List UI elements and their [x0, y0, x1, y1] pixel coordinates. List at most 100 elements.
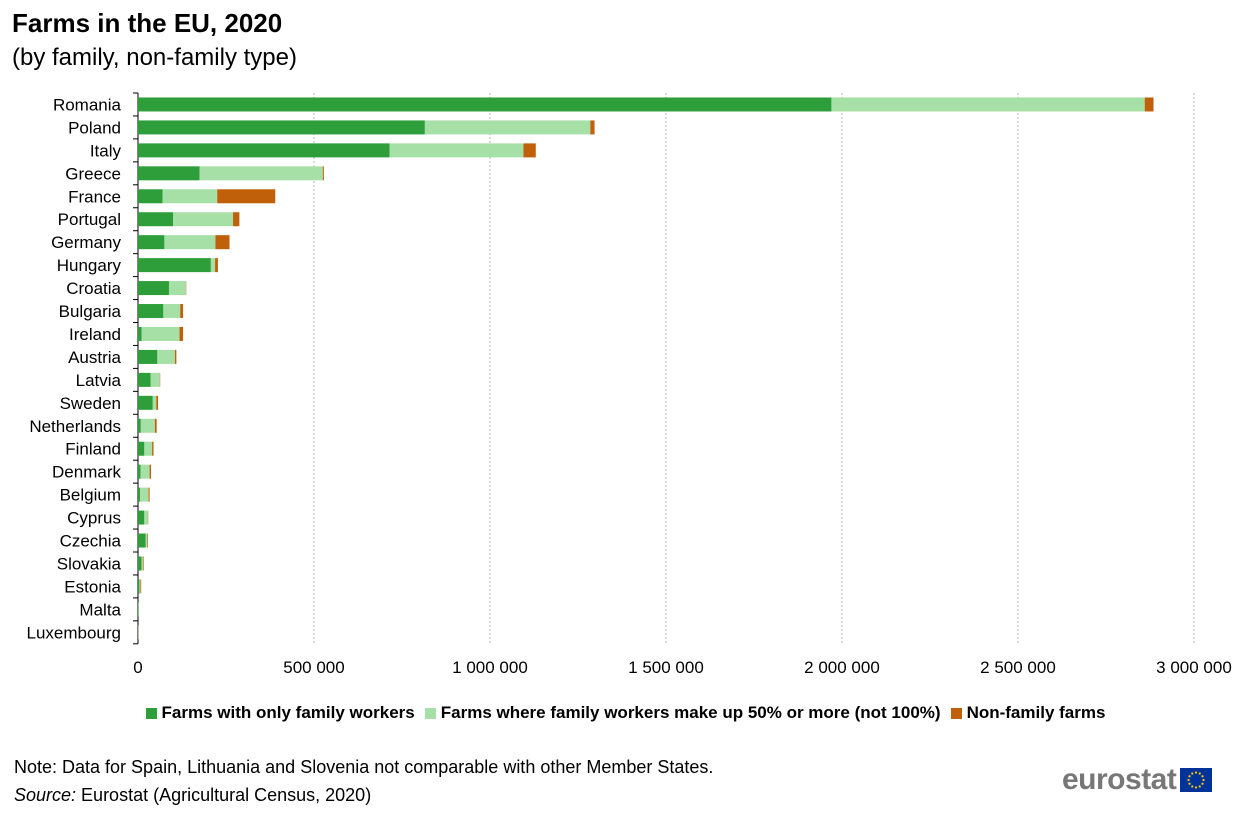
- bar-segment: [154, 418, 157, 433]
- flag-star: [1187, 778, 1190, 782]
- flag-star: [1195, 771, 1198, 774]
- category-label: Estonia: [64, 577, 121, 596]
- bar-segment: [138, 120, 425, 135]
- category-label: Ireland: [69, 325, 121, 344]
- bar-segment: [523, 143, 536, 158]
- category-label: Luxembourg: [26, 623, 121, 642]
- bar-segment: [138, 281, 169, 296]
- bar-segment: [164, 235, 216, 250]
- bar-segment: [138, 372, 151, 387]
- bar-segment: [147, 533, 148, 548]
- legend-item: Farms with only family workers: [145, 703, 415, 723]
- category-label: Austria: [68, 348, 121, 367]
- bar-segment: [142, 556, 144, 571]
- legend-swatch: [950, 707, 962, 719]
- bar-segment: [590, 120, 595, 135]
- bar-segment: [150, 372, 160, 387]
- bar-segment: [138, 487, 141, 502]
- category-label: Latvia: [76, 371, 122, 390]
- bar-segment: [199, 166, 323, 181]
- bar-segment: [138, 97, 832, 112]
- category-label: Romania: [53, 95, 122, 114]
- source-text: Eurostat (Agricultural Census, 2020): [76, 785, 372, 805]
- chart-source: Source: Eurostat (Agricultural Census, 2…: [14, 785, 371, 806]
- logo-text: eurostat: [1062, 763, 1177, 796]
- chart-legend: Farms with only family workers Farms wher…: [0, 703, 1251, 723]
- bar-segment: [139, 579, 141, 594]
- bar-segment: [138, 418, 141, 433]
- bar-segment: [138, 533, 146, 548]
- bar-segment: [138, 166, 200, 181]
- source-label: Source:: [14, 785, 77, 805]
- flag-star: [1201, 775, 1204, 778]
- category-label: Italy: [90, 141, 122, 160]
- flag-star: [1191, 785, 1194, 788]
- category-label: Bulgaria: [59, 302, 122, 321]
- legend-label: Non-family farms: [966, 703, 1106, 722]
- bar-segment: [140, 418, 155, 433]
- bar-segment: [152, 441, 154, 456]
- chart-title: Farms in the EU, 2020: [12, 8, 283, 38]
- chart-subtitle: (by family, non-family type): [12, 44, 297, 71]
- bar-segment: [217, 189, 276, 204]
- bar-segment: [138, 395, 153, 410]
- bar-segment: [215, 258, 218, 273]
- bar-segment: [138, 441, 145, 456]
- bar-segment: [138, 602, 139, 617]
- bar-segment: [138, 143, 390, 158]
- bar-segment: [140, 464, 150, 479]
- flag-star: [1195, 786, 1198, 789]
- category-label: Belgium: [60, 486, 121, 505]
- category-label: Germany: [51, 233, 121, 252]
- category-label: Czechia: [60, 532, 122, 551]
- bar-segment: [152, 395, 157, 410]
- bar-segment: [138, 579, 140, 594]
- eu-flag-icon: [1180, 768, 1213, 792]
- flag-star: [1202, 778, 1205, 782]
- x-tick-label: 2 500 000: [980, 658, 1056, 677]
- bar-segment: [163, 304, 181, 319]
- category-label: Poland: [68, 118, 121, 137]
- bar-segment: [389, 143, 524, 158]
- bar-segment: [138, 326, 142, 341]
- bar-segment: [322, 166, 324, 181]
- bar-segment: [180, 304, 184, 319]
- flag-star: [1188, 775, 1191, 778]
- bar-segment: [144, 441, 153, 456]
- legend-label: Farms with only family workers: [161, 703, 415, 722]
- bar-segment: [173, 212, 234, 227]
- category-label: Portugal: [58, 210, 121, 229]
- bar-segment: [233, 212, 240, 227]
- category-label: Sweden: [60, 394, 121, 413]
- bar-chart: 0 500 000 1 000 000 1 500 000 2 000 000 2 500…: [26, 92, 1232, 677]
- bar-segment: [138, 510, 145, 525]
- flag-star: [1191, 772, 1194, 775]
- bar-segment: [140, 579, 142, 594]
- category-label: Greece: [65, 164, 121, 183]
- x-tick-label: 500 000: [283, 658, 344, 677]
- legend-item: Non-family farms: [950, 703, 1106, 723]
- bar-segment: [168, 281, 186, 296]
- legend-swatch: [145, 707, 157, 719]
- flag-star: [1199, 772, 1202, 775]
- bar-segment: [138, 464, 141, 479]
- flag-star: [1201, 782, 1204, 785]
- bar-segment: [138, 189, 163, 204]
- bar-segment: [424, 120, 591, 135]
- bar-segment: [138, 235, 165, 250]
- category-label: Finland: [65, 440, 121, 459]
- bar-segment: [1144, 97, 1154, 112]
- bar-segment: [162, 189, 218, 204]
- x-tick-label: 3 000 000: [1156, 658, 1232, 677]
- category-label: France: [68, 187, 121, 206]
- flag-star: [1188, 782, 1191, 785]
- bar-segment: [141, 556, 143, 571]
- bar-segment: [831, 97, 1145, 112]
- bar-segment: [138, 349, 158, 364]
- bar-segment: [138, 258, 211, 273]
- bar-segment: [138, 304, 164, 319]
- bar-segment: [179, 326, 184, 341]
- flag-star: [1199, 785, 1202, 788]
- category-label: Denmark: [52, 463, 121, 482]
- category-label: Hungary: [57, 256, 122, 275]
